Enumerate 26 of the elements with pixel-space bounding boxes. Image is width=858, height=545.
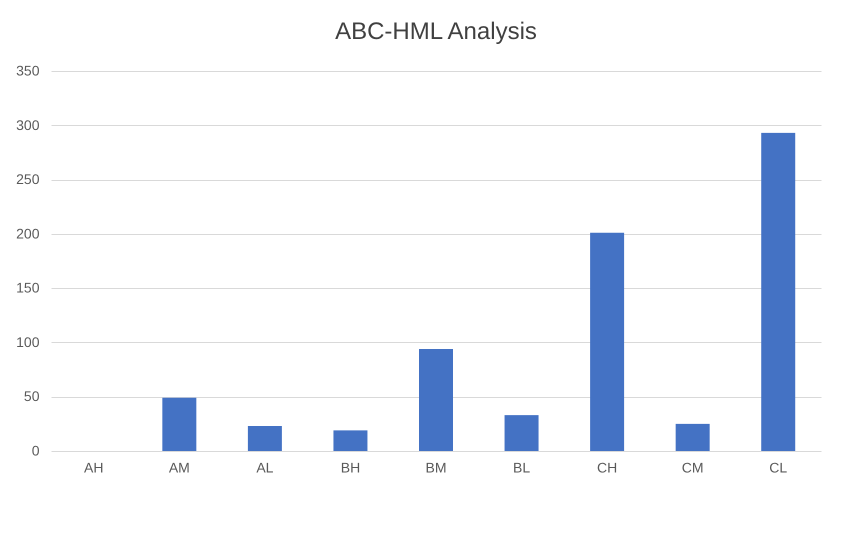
y-tick-label: 200: [16, 225, 40, 242]
x-tick-label: CL: [769, 460, 788, 476]
bar: [676, 424, 710, 451]
x-tick-label: BM: [426, 460, 446, 476]
y-tick-label: 300: [16, 116, 40, 133]
x-tick-label: BL: [512, 460, 530, 476]
x-tick-label: AM: [168, 460, 190, 476]
y-tick-label: 50: [24, 388, 40, 404]
bar: [333, 430, 368, 451]
y-tick-label: 150: [16, 280, 40, 296]
chart-title: ABC-HML Analysis: [335, 18, 537, 45]
bar: [504, 415, 539, 451]
x-tick-label: AL: [256, 460, 274, 476]
y-tick-label: 0: [32, 442, 40, 458]
bar: [419, 348, 453, 451]
x-tick-label: AH: [84, 460, 104, 476]
x-tick-label: BH: [340, 460, 360, 476]
bar: [761, 132, 796, 451]
x-tick-label: CM: [682, 460, 704, 476]
y-tick-label: 250: [16, 171, 40, 188]
bar: [162, 398, 196, 451]
y-tick-label: 100: [16, 334, 40, 350]
y-tick-label: 350: [16, 62, 40, 78]
bar: [248, 426, 282, 451]
x-tick-label: CH: [596, 460, 618, 476]
bar: [590, 232, 624, 451]
